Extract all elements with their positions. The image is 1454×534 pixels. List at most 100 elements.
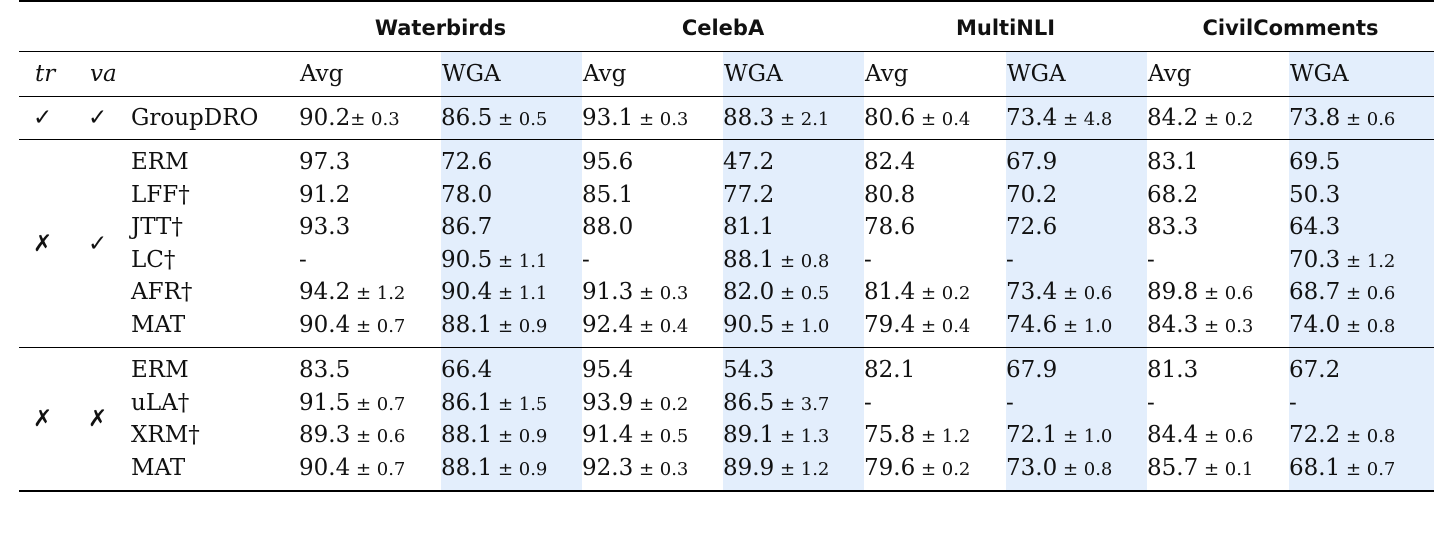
- metric-value: 93.9: [582, 389, 634, 416]
- metric-value: 84.3: [1147, 311, 1199, 338]
- results-body: ✓ ✓ GroupDRO 90.2± 0.3 86.5 ± 0.5 93.1 ± 0.3 8…: [19, 96, 1435, 492]
- avg-value-cell: 95.4: [582, 348, 723, 387]
- avg-value-cell: -: [864, 244, 1006, 277]
- table-row: ✗ ✗ ERM 83.5 66.4 95.4 54.3 82.1 67.9 81.3 67.2: [19, 347, 1435, 432]
- std-deviation: ± 0.3: [633, 283, 689, 305]
- metric-value: 64.3: [1289, 214, 1341, 241]
- metric-value: 91.2: [299, 181, 351, 208]
- avg-value-cell: 91.4 ± 0.5: [582, 419, 723, 452]
- table-row: MAT 90.4 ± 0.7 88.1 ± 0.9 92.4 ± 0.4 90.5 ± …: [19, 308, 1435, 348]
- table-row: ✗ ✓ ERM 97.3 72.6 95.6 47.2 82.4 67.9 83.1 69.5: [19, 139, 1435, 257]
- std-deviation: ± 3.7: [774, 393, 830, 415]
- avg-column-header: Avg: [300, 61, 344, 87]
- metric-value: 91.4: [582, 422, 634, 449]
- wga-value-cell: 67.9: [1006, 139, 1148, 179]
- avg-value-cell: 83.5: [299, 348, 441, 387]
- std-deviation: ± 1.0: [1057, 426, 1113, 448]
- avg-value-cell: 91.3 ± 0.3: [582, 276, 723, 309]
- metric-value: 72.6: [441, 149, 493, 176]
- metric-value: 91.3: [582, 279, 634, 306]
- wga-column-header: WGA: [1289, 51, 1435, 97]
- std-deviation: ± 1.2: [350, 283, 406, 305]
- metric-value: 93.3: [299, 214, 351, 241]
- wga-value-cell: 90.5 ± 1.0: [723, 308, 865, 348]
- wga-value-cell: 54.3: [723, 347, 865, 387]
- std-deviation: ± 0.3: [1198, 315, 1254, 337]
- metric-value: 88.1: [441, 454, 493, 481]
- metric-value: 54.3: [723, 357, 775, 384]
- metric-value: 88.1: [441, 311, 493, 338]
- method-name: XRM†: [131, 422, 200, 449]
- metric-value: 81.3: [1147, 357, 1199, 384]
- avg-value-cell: 84.4 ± 0.6: [1147, 419, 1289, 452]
- std-deviation: ± 0.7: [350, 458, 406, 480]
- metric-value: 68.2: [1147, 181, 1199, 208]
- wga-value-cell: -: [1006, 386, 1148, 419]
- std-deviation: ± 0.6: [1340, 283, 1396, 305]
- wga-value-cell: -: [1289, 386, 1435, 419]
- wga-value-cell: -: [1006, 243, 1148, 276]
- metric-value: 90.5: [441, 246, 493, 273]
- metric-value: 82.1: [864, 357, 916, 384]
- metric-value: 72.2: [1289, 422, 1341, 449]
- dataset-header-row: Waterbirds CelebA MultiNLI CivilComments: [19, 1, 1435, 52]
- dataset-header: Waterbirds: [374, 15, 507, 40]
- metric-value: 78.0: [441, 181, 493, 208]
- std-deviation: ± 1.1: [492, 250, 548, 272]
- wga-value-cell: 86.7: [441, 211, 582, 244]
- metric-value: 81.4: [864, 279, 916, 306]
- wga-value-cell: 72.1 ± 1.0: [1006, 419, 1148, 452]
- metric-value: 68.1: [1289, 454, 1341, 481]
- metric-value: 78.6: [864, 214, 916, 241]
- metric-value: 84.2: [1147, 105, 1199, 131]
- avg-column-header: Avg: [865, 61, 909, 87]
- wga-value-cell: 74.0 ± 0.8: [1289, 308, 1435, 348]
- wga-value-cell: 64.3: [1289, 211, 1435, 244]
- avg-value-cell: 83.1: [1147, 140, 1289, 179]
- method-name: AFR†: [131, 279, 193, 306]
- std-deviation: ± 0.8: [774, 250, 830, 272]
- avg-column-header: Avg: [583, 61, 627, 87]
- std-deviation: ± 0.8: [1340, 315, 1396, 337]
- std-deviation: ± 0.5: [492, 109, 548, 130]
- std-deviation: ± 1.3: [774, 426, 830, 448]
- std-deviation: ± 1.1: [492, 283, 548, 305]
- avg-value-cell: 82.4: [864, 140, 1006, 179]
- metric-value: 88.1: [441, 422, 493, 449]
- metric-value: 88.1: [723, 246, 775, 273]
- avg-value-cell: 88.0: [582, 211, 723, 244]
- avg-value-cell: 84.2 ± 0.2: [1147, 97, 1289, 140]
- std-deviation: ± 1.2: [774, 458, 830, 480]
- table-row: XRM† 89.3 ± 0.6 88.1 ± 0.9 91.4 ± 0.5 89.1 ±…: [19, 419, 1435, 452]
- metric-value: 90.4: [299, 454, 351, 481]
- wga-value-cell: 90.5 ± 1.1: [441, 243, 582, 276]
- wga-value-cell: 66.4: [441, 347, 582, 387]
- table-row: uLA† 91.5 ± 0.7 86.1 ± 1.5 93.9 ± 0.2 86.5 ±…: [19, 386, 1435, 420]
- metric-value: 85.1: [582, 181, 634, 208]
- column-header-row: tr va Avg WGA Avg WGA Avg WGA Avg WGA: [19, 51, 1435, 97]
- metric-value: 75.8: [864, 422, 916, 449]
- metric-value: 68.7: [1289, 279, 1341, 306]
- table-row: JTT† 93.3 86.7 88.0 81.1 78.6 72.6 83.3 64.3: [19, 211, 1435, 244]
- wga-value-cell: 68.7 ± 0.6: [1289, 276, 1435, 309]
- avg-value-cell: 85.7 ± 0.1: [1147, 452, 1289, 492]
- metric-value: 66.4: [441, 357, 493, 384]
- std-deviation: ± 0.2: [1198, 109, 1254, 130]
- wga-value-cell: 88.1 ± 0.9: [441, 308, 582, 348]
- wga-value-cell: 67.9: [1006, 347, 1148, 387]
- tr-column-header: tr: [35, 61, 56, 87]
- va-flag-mark: ✗: [88, 406, 108, 432]
- metric-value: 94.2: [299, 279, 351, 306]
- metric-value: 86.1: [441, 389, 493, 416]
- avg-value-cell: 79.6 ± 0.2: [864, 452, 1006, 492]
- wga-value-cell: 47.2: [723, 139, 865, 179]
- std-deviation: ± 0.8: [1057, 458, 1113, 480]
- metric-value: 72.1: [1006, 422, 1058, 449]
- avg-value-cell: 93.9 ± 0.2: [582, 387, 723, 420]
- std-deviation: ± 0.3: [633, 458, 689, 480]
- metric-value: 73.4: [1006, 105, 1058, 131]
- metric-value: 89.3: [299, 422, 351, 449]
- avg-value-cell: 93.3: [299, 211, 441, 244]
- va-flag-mark: ✓: [88, 105, 108, 131]
- metric-value: -: [1289, 389, 1297, 416]
